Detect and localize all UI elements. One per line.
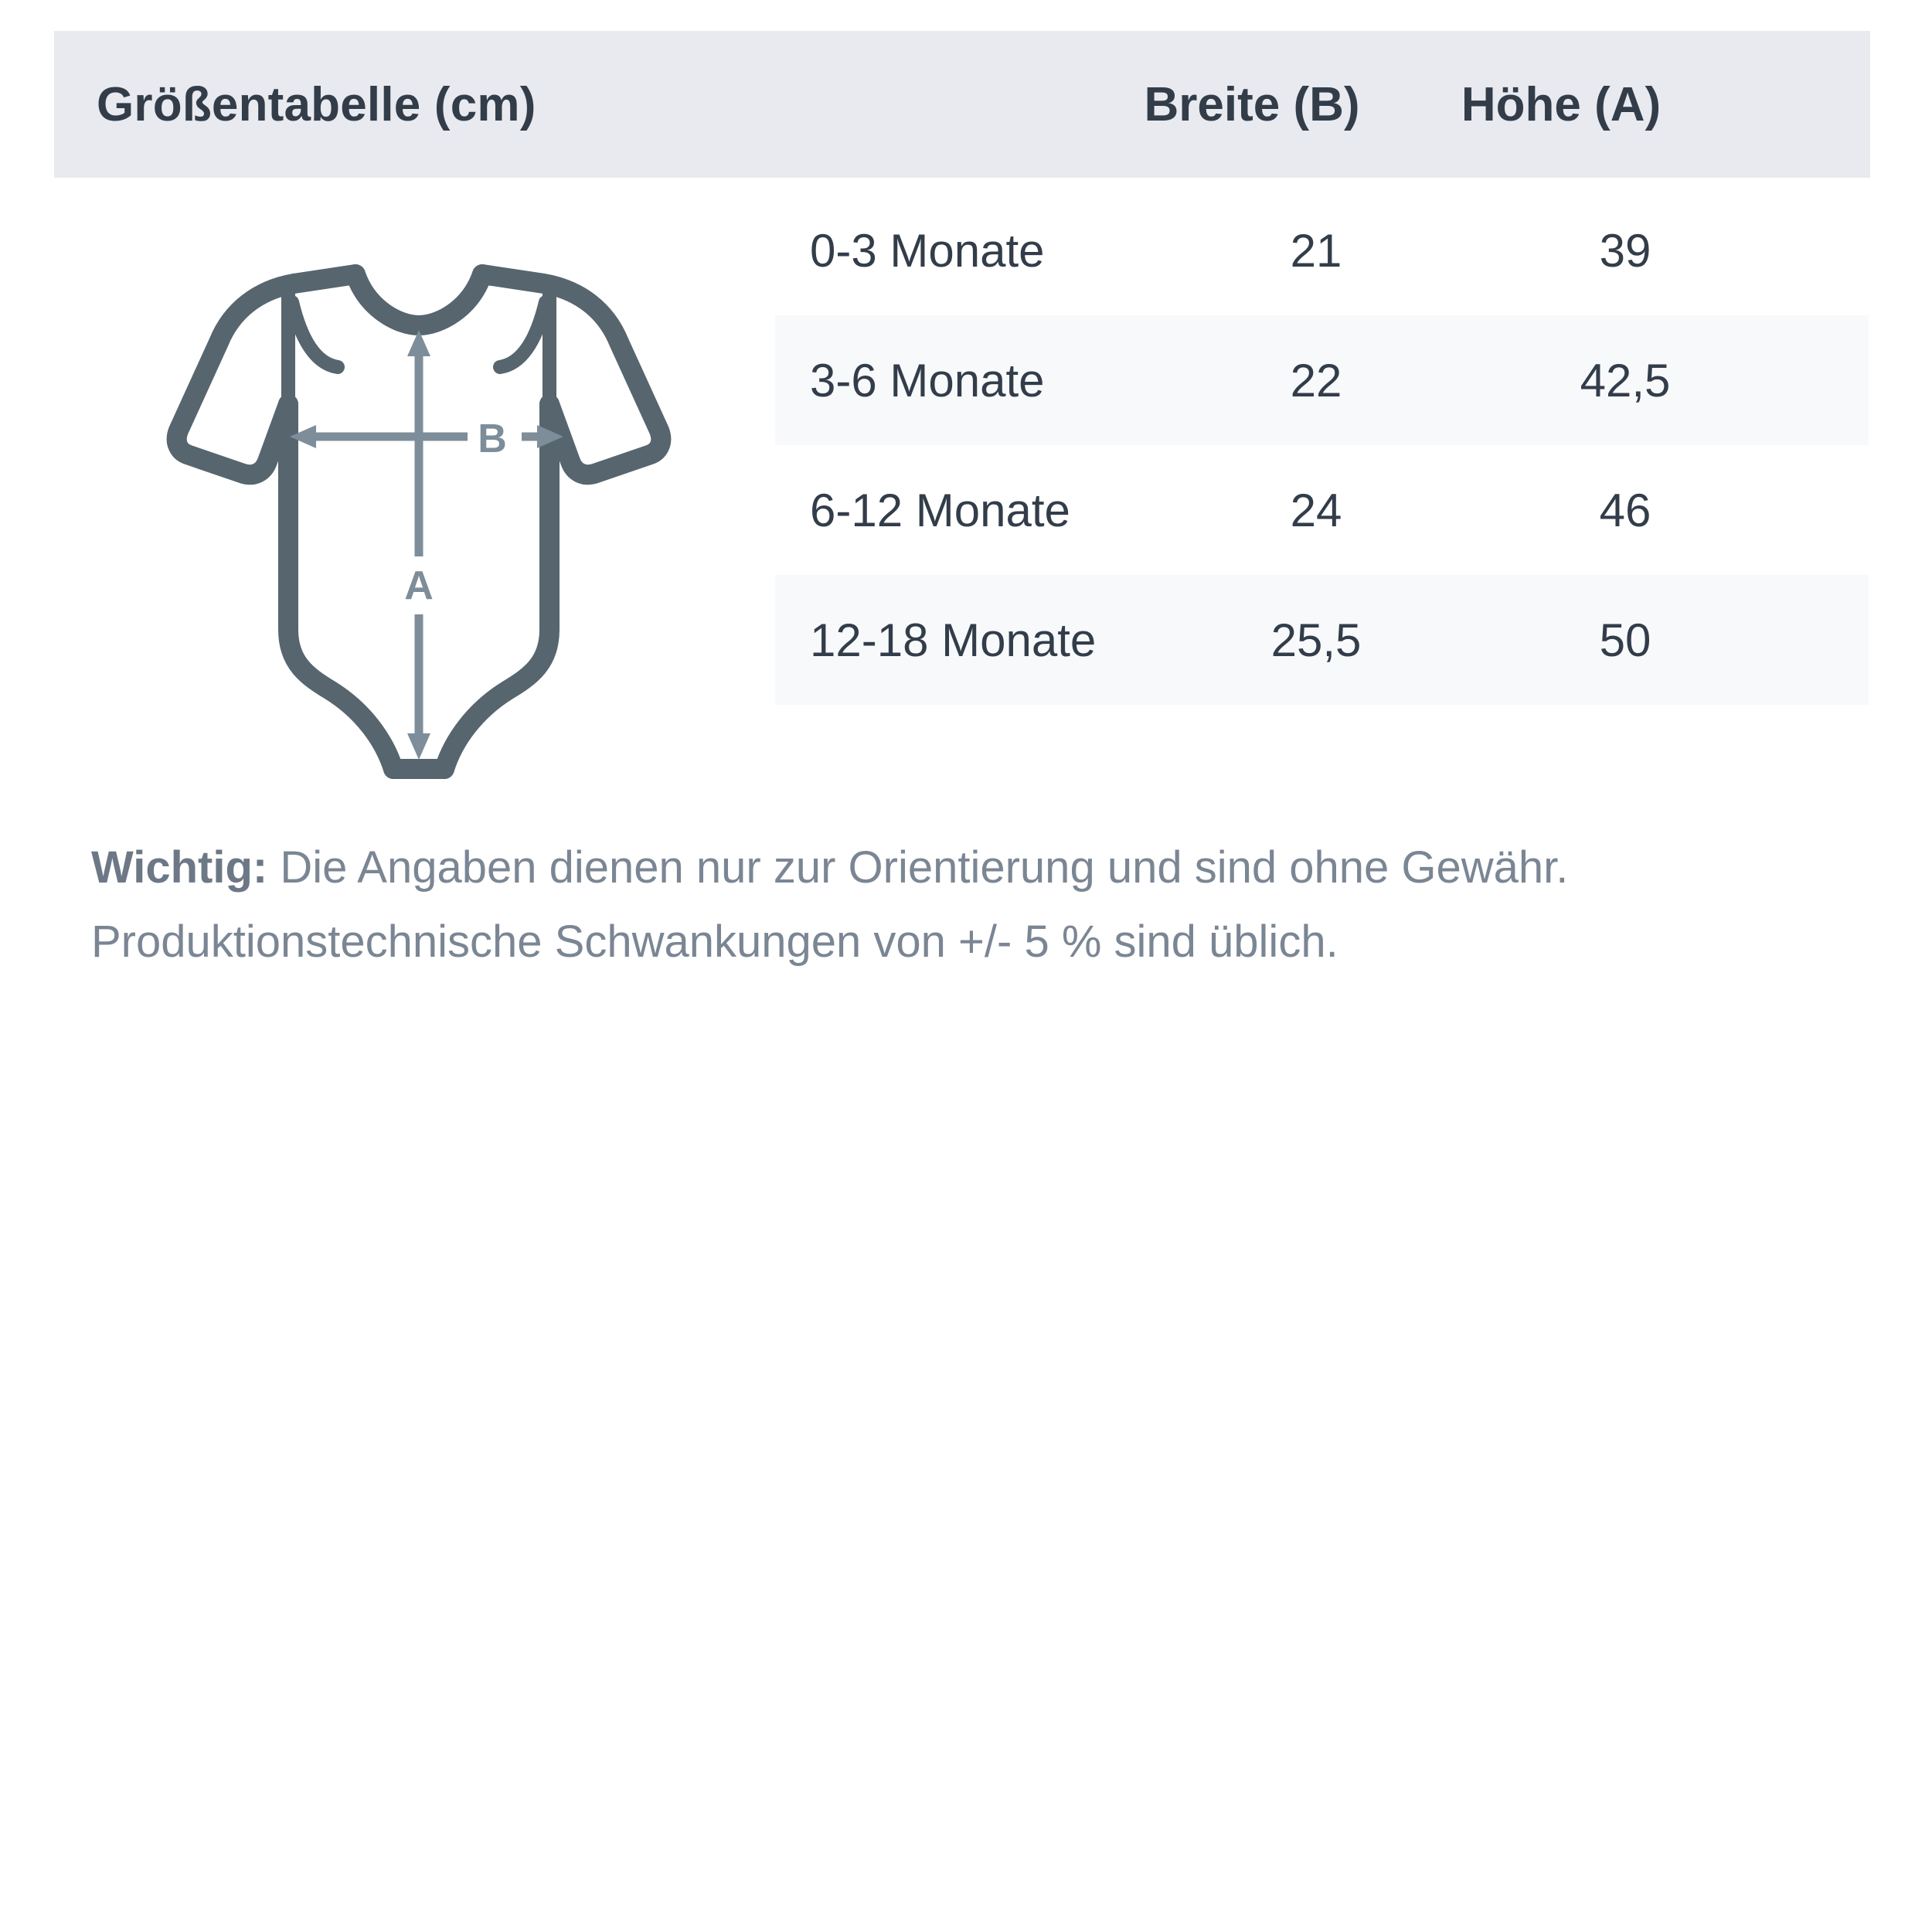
measure-label-width: B — [478, 417, 507, 461]
cell-height: 39 — [1599, 224, 1651, 277]
table-row: 12-18 Monate 25,5 50 — [775, 575, 1869, 705]
table-header: Größentabelle (cm) Breite (B) Höhe (A) — [54, 31, 1870, 178]
bodysuit-diagram-svg: B A — [166, 264, 672, 779]
cell-width: 24 — [1290, 484, 1342, 536]
page-title: Größentabelle (cm) — [97, 77, 536, 131]
cell-height: 42,5 — [1580, 354, 1671, 406]
note-line-1: Wichtig: Die Angaben dienen nur zur Orie… — [91, 842, 1568, 893]
cell-height: 50 — [1599, 614, 1651, 666]
note-bold-prefix: Wichtig: — [91, 842, 268, 893]
table-row: 3-6 Monate 22 42,5 — [775, 315, 1869, 445]
size-table: 0-3 Monate 21 39 3-6 Monate 22 42,5 6-12… — [775, 185, 1869, 705]
measurement-arrows-icon — [290, 330, 563, 760]
cell-width: 21 — [1290, 224, 1342, 277]
cell-size: 0-3 Monate — [810, 224, 1045, 277]
cell-size: 12-18 Monate — [810, 614, 1097, 666]
note-line-2: Produktionstechnische Schwankungen von +… — [91, 917, 1338, 967]
cell-size: 6-12 Monate — [810, 484, 1070, 536]
column-header-width: Breite (B) — [1144, 77, 1360, 131]
note-line-1-text: Die Angaben dienen nur zur Orientierung … — [267, 842, 1569, 893]
table-row: 0-3 Monate 21 39 — [775, 185, 1869, 315]
bodysuit-illustration: B A — [135, 228, 699, 792]
table-row: 6-12 Monate 24 46 — [775, 445, 1869, 575]
cell-height: 46 — [1599, 484, 1651, 536]
column-header-height: Höhe (A) — [1461, 77, 1662, 131]
cell-size: 3-6 Monate — [810, 354, 1045, 406]
measure-label-height: A — [404, 563, 434, 608]
garment-outline-icon — [166, 264, 672, 779]
cell-width: 22 — [1290, 354, 1342, 406]
disclaimer-note: Wichtig: Die Angaben dienen nur zur Orie… — [91, 831, 1853, 979]
cell-width: 25,5 — [1270, 614, 1362, 666]
